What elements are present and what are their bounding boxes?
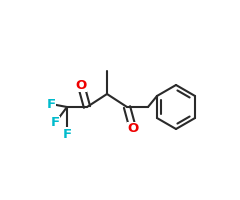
Text: F: F [46, 98, 56, 110]
Text: O: O [75, 79, 87, 92]
Text: O: O [127, 122, 139, 136]
Text: F: F [50, 116, 60, 130]
Text: F: F [62, 128, 72, 140]
